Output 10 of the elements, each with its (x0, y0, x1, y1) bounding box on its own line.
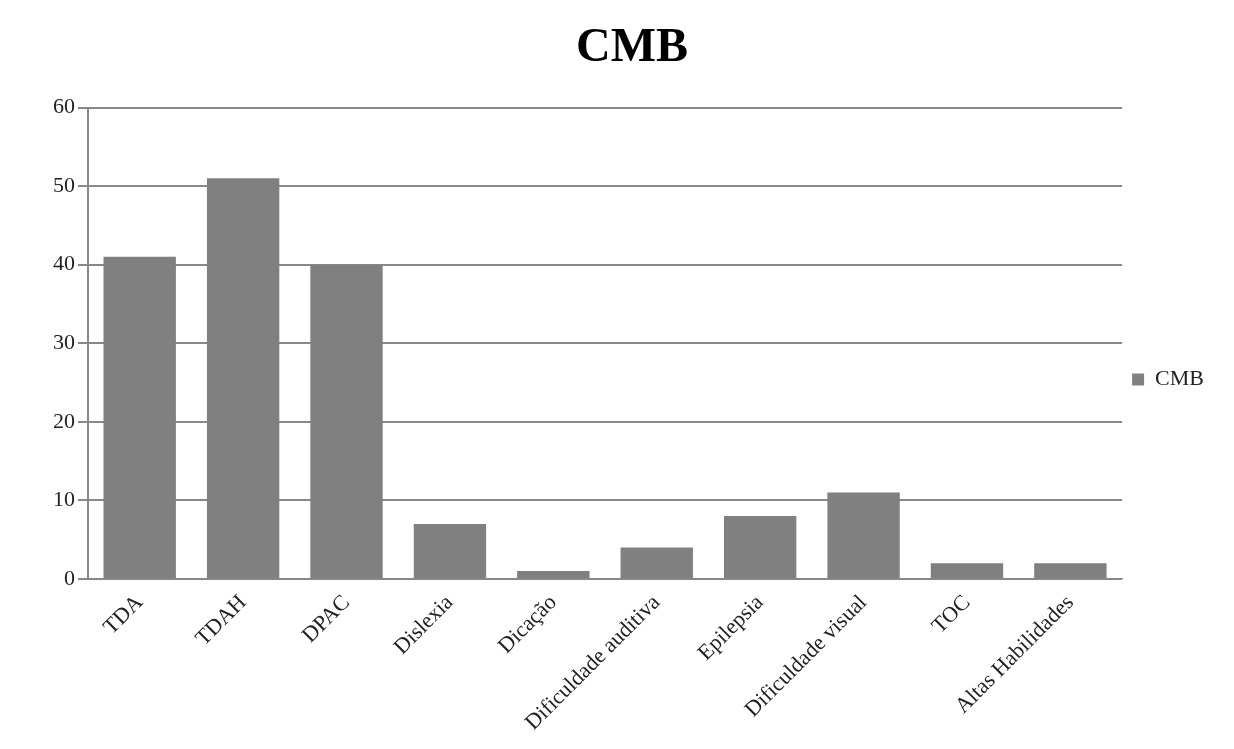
y-tick-label: 0 (64, 564, 75, 590)
y-tick-label: 50 (53, 171, 75, 197)
x-tick-label: TDA (97, 589, 148, 639)
y-tick-label: 10 (53, 486, 75, 512)
chart-title: CMB (576, 18, 688, 72)
y-tick-label: 60 (53, 93, 75, 119)
y-tick-label: 40 (53, 250, 75, 276)
y-tick-label: 30 (53, 329, 75, 355)
y-tick-label: 20 (53, 407, 75, 433)
legend-label: CMB (1155, 365, 1205, 391)
